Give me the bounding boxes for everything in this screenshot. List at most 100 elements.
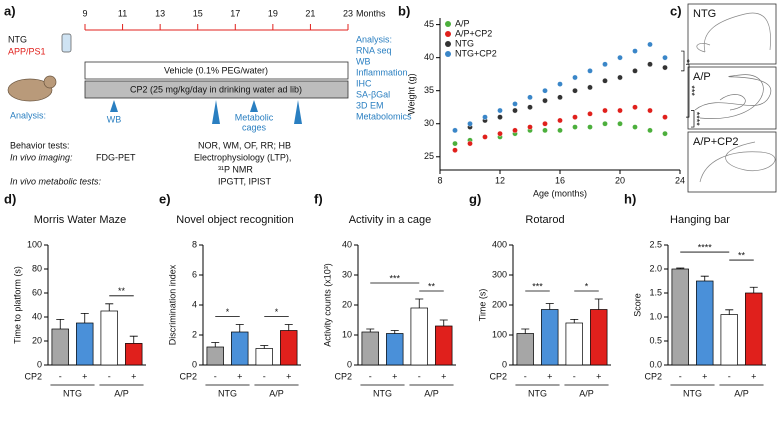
y-tick-label: 20 bbox=[342, 299, 352, 309]
data-point bbox=[632, 68, 638, 74]
data-point bbox=[452, 127, 458, 134]
legend-marker bbox=[445, 31, 451, 37]
data-point bbox=[497, 114, 503, 120]
data-point bbox=[572, 87, 578, 94]
group-label: NTG bbox=[683, 388, 702, 398]
bottle-icon bbox=[61, 33, 72, 53]
chart-title: Rotarod bbox=[525, 214, 564, 226]
error-bar bbox=[439, 319, 448, 326]
x-tick-label: 8 bbox=[437, 175, 442, 185]
error-bar bbox=[700, 275, 709, 281]
y-tick-label: 10 bbox=[342, 329, 352, 339]
x-tick-label: 20 bbox=[615, 175, 625, 185]
group-label: NTG bbox=[373, 388, 392, 398]
category-label: + bbox=[286, 371, 291, 381]
bar bbox=[516, 333, 534, 366]
category-label: - bbox=[214, 371, 217, 381]
analysis-label: Analysis: bbox=[10, 110, 46, 120]
group-label: NTG bbox=[218, 388, 237, 398]
chart-title: Morris Water Maze bbox=[34, 214, 127, 226]
swim-trace bbox=[699, 141, 776, 183]
data-point bbox=[647, 107, 653, 114]
category-label: + bbox=[751, 371, 756, 381]
category-label: + bbox=[131, 371, 136, 381]
y-tick-label: 30 bbox=[342, 269, 352, 279]
data-point bbox=[632, 104, 638, 111]
data-point bbox=[467, 120, 473, 127]
y-tick-label: 40 bbox=[342, 239, 352, 249]
data-point bbox=[662, 130, 668, 137]
bar bbox=[125, 343, 143, 366]
category-label: + bbox=[237, 371, 242, 381]
data-point bbox=[662, 64, 668, 71]
y-tick-label: 20 bbox=[32, 335, 42, 345]
category-label: + bbox=[596, 371, 601, 381]
y-tick-label: 60 bbox=[32, 287, 42, 297]
y-tick-label: 100 bbox=[492, 329, 507, 339]
panel-label: b) bbox=[398, 3, 410, 18]
y-tick-label: 0 bbox=[347, 359, 352, 369]
category-label: - bbox=[573, 371, 576, 381]
y-tick-label: 4 bbox=[192, 299, 197, 309]
y-tick-label: 2 bbox=[192, 329, 197, 339]
trace-label: A/P+CP2 bbox=[693, 136, 739, 148]
trace-label: NTG bbox=[693, 8, 716, 20]
data-point bbox=[497, 130, 503, 137]
data-point bbox=[647, 61, 653, 68]
bar bbox=[745, 292, 763, 366]
legend-marker bbox=[445, 41, 451, 47]
month-label: 17 bbox=[230, 8, 240, 18]
swim-trace bbox=[694, 74, 772, 119]
significance-label: ** bbox=[738, 250, 746, 260]
error-bar bbox=[545, 303, 554, 310]
y-tick-label: 0 bbox=[502, 359, 507, 369]
y-tick-label: 100 bbox=[27, 239, 42, 249]
y-tick-label: 2.5 bbox=[649, 239, 662, 249]
row-text: NOR, WM, OF, RR; HB bbox=[198, 140, 291, 150]
error-bar bbox=[235, 324, 244, 332]
category-label: - bbox=[108, 371, 111, 381]
y-tick-label: 40 bbox=[424, 52, 434, 62]
row-label: Behavior tests: bbox=[10, 140, 70, 150]
category-label: + bbox=[441, 371, 446, 381]
significance-bracket bbox=[681, 50, 685, 72]
significance-label: * bbox=[585, 281, 589, 291]
significance-bracket bbox=[691, 110, 695, 128]
bar bbox=[206, 346, 224, 366]
bar bbox=[386, 333, 404, 366]
category-label: - bbox=[418, 371, 421, 381]
y-tick-label: 0.5 bbox=[649, 335, 662, 345]
legend-marker bbox=[445, 51, 451, 57]
arrow-label: WB bbox=[107, 114, 122, 124]
data-point bbox=[557, 94, 563, 101]
data-point bbox=[617, 54, 623, 61]
chart-title: Activity in a cage bbox=[349, 214, 432, 226]
data-point bbox=[557, 117, 563, 124]
significance-label: * bbox=[275, 307, 279, 317]
data-point bbox=[632, 48, 638, 54]
error-bar bbox=[211, 342, 220, 347]
error-bar bbox=[56, 319, 65, 329]
significance-label: *** bbox=[687, 85, 697, 96]
row-text: Electrophysiology (LTP), bbox=[194, 152, 291, 162]
y-tick-label: 1.0 bbox=[649, 311, 662, 321]
panel-label: e) bbox=[159, 191, 171, 206]
data-point bbox=[587, 68, 593, 74]
data-point bbox=[497, 107, 503, 114]
row-label: CP2 bbox=[644, 371, 662, 381]
treatment-label: CP2 (25 mg/kg/day in drinking water ad l… bbox=[130, 84, 302, 94]
category-label: - bbox=[369, 371, 372, 381]
error-bar bbox=[284, 324, 293, 331]
category-label: + bbox=[702, 371, 707, 381]
data-point bbox=[452, 140, 458, 147]
legend-label: A/P bbox=[455, 18, 470, 28]
data-point bbox=[512, 101, 518, 107]
mouse-icon bbox=[7, 78, 53, 102]
month-label: 13 bbox=[155, 8, 165, 18]
category-label: - bbox=[524, 371, 527, 381]
bar bbox=[231, 331, 249, 366]
row-label: In vivo metabolic tests: bbox=[10, 176, 102, 186]
bar bbox=[410, 307, 428, 366]
arrow bbox=[212, 100, 220, 124]
category-label: - bbox=[263, 371, 266, 381]
